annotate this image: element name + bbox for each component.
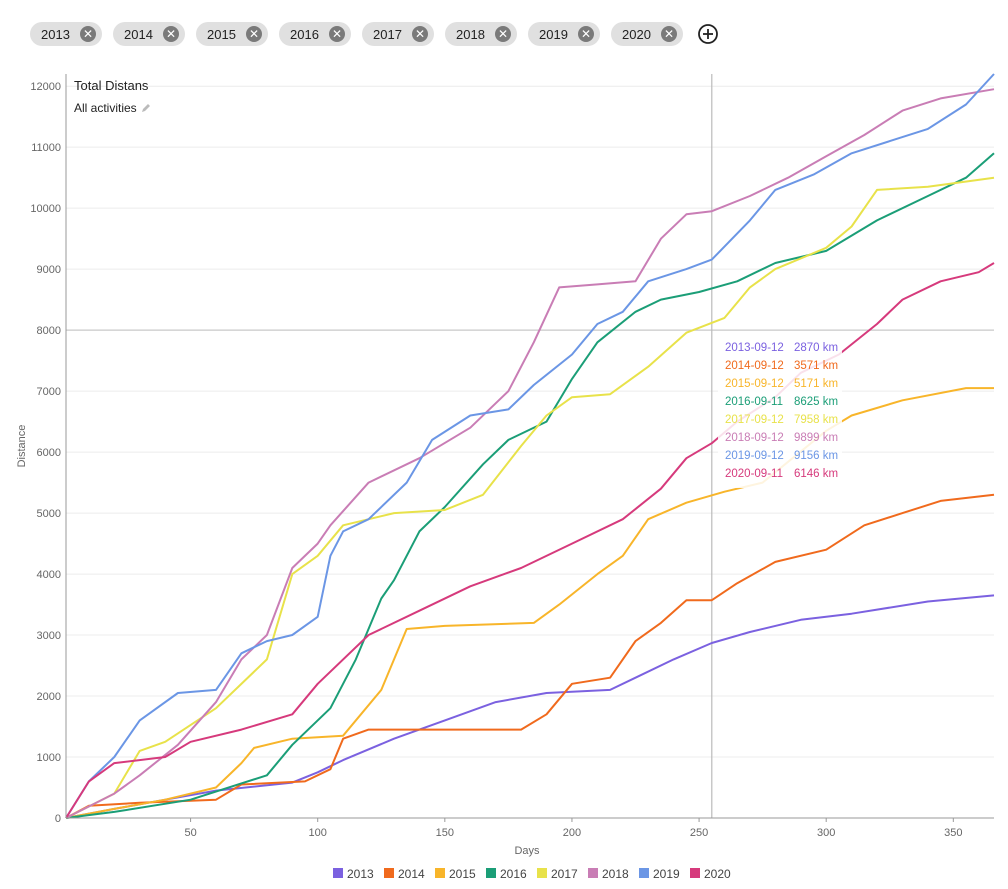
y-tick-label: 1000: [37, 752, 61, 764]
hover-tooltip: 2013-09-12 2870 km 2014-09-12 3571 km 2015-0…: [718, 338, 842, 488]
filter-chip-2018[interactable]: 2018 ✕: [445, 22, 517, 46]
close-circle-icon[interactable]: ✕: [163, 26, 179, 42]
tooltip-value: 9899 km: [794, 432, 838, 444]
close-circle-icon[interactable]: ✕: [495, 26, 511, 42]
axes: 0 1000 2000 3000 4000 5000 6000 7000 8000 9000 100…: [16, 74, 994, 857]
x-tick-label: 100: [309, 827, 327, 839]
tooltip-value: 3571 km: [794, 360, 838, 372]
legend-label-2018: 2018: [602, 867, 629, 881]
x-tick-label: 200: [563, 827, 581, 839]
filter-chip-2016[interactable]: 2016 ✕: [279, 22, 351, 46]
y-tick-label: 3000: [37, 630, 61, 642]
series-line-2017: [65, 176, 995, 819]
chip-label: 2017: [373, 26, 402, 42]
x-tick-label: 250: [690, 827, 708, 839]
series-line-2013: [65, 594, 995, 819]
legend-label-2015: 2015: [449, 867, 476, 881]
legend-label-2019: 2019: [653, 867, 680, 881]
chip-label: 2016: [290, 26, 319, 42]
y-tick-label: 9000: [37, 264, 61, 276]
activity-filter[interactable]: All activities: [74, 101, 151, 115]
tooltip-background: [718, 338, 842, 488]
tooltip-value: 9156 km: [794, 450, 838, 462]
filter-chip-2020[interactable]: 2020 ✕: [611, 22, 683, 46]
tooltip-value: 7958 km: [794, 414, 838, 426]
grid-lines: [66, 74, 994, 819]
legend-swatch-2016: [486, 868, 496, 878]
legend-swatch-2015: [435, 868, 445, 878]
filter-chip-2015[interactable]: 2015 ✕: [196, 22, 268, 46]
tooltip-date: 2019-09-12: [725, 450, 784, 462]
legend-label-2016: 2016: [500, 867, 527, 881]
legend-label-2014: 2014: [398, 867, 425, 881]
y-tick-label: 6000: [37, 447, 61, 459]
series-lines: [65, 73, 995, 819]
x-tick-label: 350: [944, 827, 962, 839]
tooltip-date: 2015-09-12: [725, 378, 784, 390]
close-circle-icon[interactable]: ✕: [80, 26, 96, 42]
tooltip-value: 6146 km: [794, 468, 838, 480]
legend-swatch-2018: [588, 868, 598, 878]
series-line-2020: [65, 262, 995, 819]
legend-label-2013: 2013: [347, 867, 374, 881]
series-line-2016: [65, 152, 995, 819]
chip-label: 2020: [622, 26, 651, 42]
legend-swatch-2017: [537, 868, 547, 878]
tooltip-date: 2013-09-12: [725, 342, 784, 354]
add-circle-icon: [698, 24, 718, 44]
x-tick-label: 50: [184, 827, 196, 839]
filter-chip-2014[interactable]: 2014 ✕: [113, 22, 185, 46]
tooltip-value: 5171 km: [794, 378, 838, 390]
chip-label: 2019: [539, 26, 568, 42]
chip-label: 2014: [124, 26, 153, 42]
close-circle-icon[interactable]: ✕: [412, 26, 428, 42]
y-tick-label: 12000: [30, 81, 61, 93]
legend-swatch-2014: [384, 868, 394, 878]
tooltip-date: 2016-09-11: [725, 396, 783, 408]
legend: 2013 2014 2015 2016 2017 2018 2019 2020: [333, 867, 731, 881]
y-tick-label: 4000: [37, 569, 61, 581]
series-line-2018: [65, 88, 995, 819]
chip-label: 2018: [456, 26, 485, 42]
chip-label: 2013: [41, 26, 70, 42]
y-tick-label: 2000: [37, 691, 61, 703]
chart-title: Total Distans: [74, 78, 149, 93]
tooltip-value: 2870 km: [794, 342, 838, 354]
tooltip-date: 2014-09-12: [725, 360, 784, 372]
y-tick-label: 5000: [37, 508, 61, 520]
tooltip-date: 2017-09-12: [725, 414, 784, 426]
x-axis-title: Days: [514, 845, 540, 857]
y-axis-title: Distance: [16, 425, 28, 468]
close-circle-icon[interactable]: ✕: [329, 26, 345, 42]
series-line-2014: [65, 493, 995, 819]
filter-chip-2019[interactable]: 2019 ✕: [528, 22, 600, 46]
tooltip-value: 8625 km: [794, 396, 838, 408]
y-tick-label: 7000: [37, 386, 61, 398]
chart-subtitle: All activities: [74, 101, 137, 115]
legend-label-2020: 2020: [704, 867, 731, 881]
add-filter-button[interactable]: [697, 23, 719, 45]
filter-chip-2013[interactable]: 2013 ✕: [30, 22, 102, 46]
y-tick-label: 11000: [31, 142, 61, 154]
y-tick-label: 10000: [30, 203, 61, 215]
legend-swatch-2020: [690, 868, 700, 878]
series-line-2019: [65, 73, 995, 819]
legend-label-2017: 2017: [551, 867, 578, 881]
legend-swatch-2019: [639, 868, 649, 878]
tooltip-date: 2018-09-12: [725, 432, 784, 444]
filter-chip-2017[interactable]: 2017 ✕: [362, 22, 434, 46]
chip-label: 2015: [207, 26, 236, 42]
x-tick-label: 150: [436, 827, 454, 839]
close-circle-icon[interactable]: ✕: [246, 26, 262, 42]
y-tick-label: 8000: [37, 325, 61, 337]
close-circle-icon[interactable]: ✕: [578, 26, 594, 42]
x-tick-label: 300: [817, 827, 835, 839]
y-tick-label: 0: [55, 813, 61, 825]
close-circle-icon[interactable]: ✕: [661, 26, 677, 42]
tooltip-date: 2020-09-11: [725, 468, 783, 480]
legend-swatch-2013: [333, 868, 343, 878]
pencil-icon: [141, 104, 150, 112]
